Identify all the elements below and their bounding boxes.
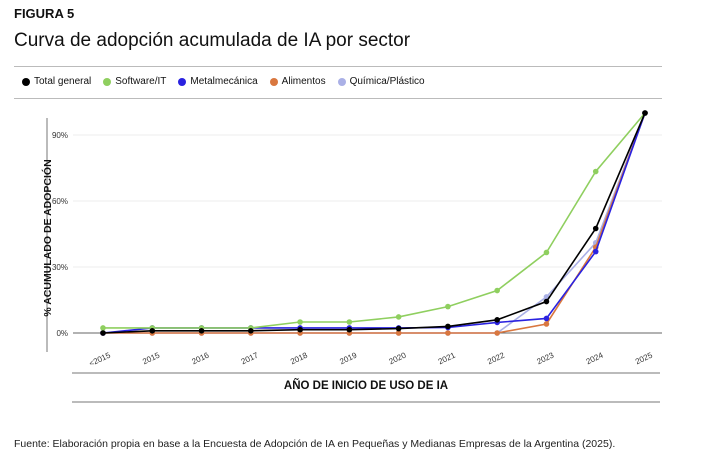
data-point	[445, 330, 451, 336]
data-point	[445, 303, 451, 310]
y-tick-label: 60%	[52, 197, 68, 206]
data-point	[642, 110, 648, 116]
legend-marker	[178, 77, 187, 86]
legend-item: Total general	[22, 76, 91, 87]
legend-item: Química/Plástico	[337, 76, 425, 87]
legend-label: Metalmecánica	[190, 76, 258, 87]
divider	[14, 98, 662, 99]
data-point	[198, 328, 205, 334]
x-tick-label: 2021	[437, 350, 457, 366]
data-point	[543, 315, 550, 322]
legend-label: Alimentos	[281, 76, 326, 87]
x-axis-label: AÑO DE INICIO DE USO DE IA	[283, 380, 449, 392]
data-point	[494, 287, 500, 294]
x-tick-label: 2019	[338, 350, 358, 366]
x-tick-label: <2015	[88, 350, 113, 368]
series-total-general	[100, 110, 648, 336]
series-qu-mica-pl-stico	[100, 110, 648, 336]
series-metalmec-nica	[100, 110, 648, 336]
data-point	[395, 325, 402, 332]
x-tick-label: 2025	[634, 350, 654, 366]
x-tick-label: 2023	[535, 350, 555, 366]
x-tick-label: 2018	[289, 350, 309, 366]
data-point	[100, 325, 106, 331]
legend-item: Alimentos	[269, 76, 326, 87]
source-note: Fuente: Elaboración propia en base a la …	[14, 438, 616, 450]
data-point	[395, 330, 402, 336]
legend-marker	[103, 77, 112, 86]
legend-item: Software/IT	[103, 76, 166, 87]
data-point	[494, 330, 500, 336]
series-alimentos	[100, 110, 648, 336]
data-point	[346, 326, 353, 333]
data-point	[494, 317, 500, 323]
x-tick-label: 2022	[486, 350, 506, 366]
series-line	[103, 112, 646, 334]
series-line	[102, 112, 646, 334]
divider	[14, 66, 662, 67]
y-tick-label: 90%	[52, 131, 68, 140]
data-point	[592, 248, 599, 255]
legend-marker	[269, 77, 278, 86]
legend-label: Total general	[34, 76, 92, 87]
x-tick-label: 2016	[190, 350, 210, 366]
legend-item: Metalmecánica	[178, 76, 258, 87]
x-tick-label: 2017	[240, 350, 260, 366]
series-line	[103, 112, 646, 329]
legend: Total general Software/IT Metalmecánica Ali…	[22, 76, 425, 87]
data-point	[543, 249, 550, 256]
legend-label: Química/Plástico	[349, 76, 425, 87]
y-tick-label: 0%	[56, 329, 68, 338]
data-point	[100, 330, 106, 336]
y-tick-label: 30%	[52, 263, 68, 272]
data-point	[297, 319, 303, 325]
y-axis-label: % ACUMULADO DE ADOPCIÓN	[42, 159, 54, 317]
legend-marker	[22, 77, 30, 86]
data-point	[543, 298, 550, 305]
series-software-it	[100, 110, 648, 331]
data-point	[248, 328, 254, 334]
data-point	[592, 225, 599, 232]
data-point	[445, 323, 451, 330]
figure-label: FIGURA 5	[14, 6, 75, 21]
data-point	[297, 326, 303, 333]
x-tick-label: 2024	[585, 350, 605, 366]
x-tick-label: 2020	[388, 350, 408, 366]
legend-label: Software/IT	[115, 76, 167, 87]
data-point	[395, 314, 402, 320]
data-point	[149, 328, 156, 334]
data-point	[346, 319, 353, 325]
data-point	[543, 321, 550, 327]
chart-title: Curva de adopción acumulada de IA por se…	[14, 30, 411, 51]
data-point	[592, 168, 599, 175]
x-tick-label: 2015	[141, 350, 161, 366]
legend-marker	[337, 77, 346, 86]
